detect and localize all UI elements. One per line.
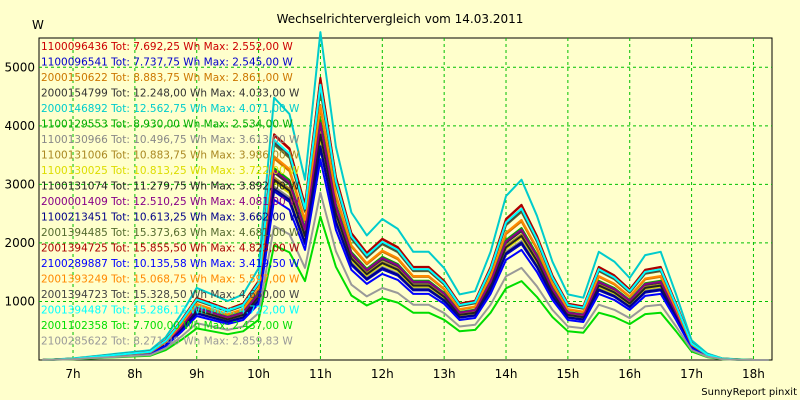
x-tick-label: 7h xyxy=(65,367,80,381)
y-tick-label: 1000 xyxy=(4,294,35,308)
y-tick-label: 2000 xyxy=(4,236,35,250)
chart-footer: SunnyReport pinxit xyxy=(701,387,797,398)
series-line-15 xyxy=(42,104,769,361)
legend-entry: 2001394723 Tot: 15.328,50 Wh Max: 4.660,… xyxy=(41,289,300,301)
legend-entry: 1100213451 Tot: 10.613,25 Wh Max: 3.662,… xyxy=(41,212,300,224)
x-tick-label: 11h xyxy=(309,367,332,381)
legend-entry: 2001393249 Tot: 15.068,75 Wh Max: 5.597,… xyxy=(41,274,300,286)
x-tick-label: 15h xyxy=(556,367,579,381)
series-line-17 xyxy=(42,83,769,361)
y-tick-label: 5000 xyxy=(4,60,35,74)
series-line-18 xyxy=(42,215,769,361)
x-tick-label: 17h xyxy=(680,367,703,381)
legend-entry: 1100131006 Tot: 10.883,75 Wh Max: 3.986,… xyxy=(41,150,300,162)
y-tick-label: 3000 xyxy=(4,177,35,191)
legend-entry: 2000146892 Tot: 12.562,75 Wh Max: 4.071,… xyxy=(41,103,300,115)
x-tick-label: 16h xyxy=(618,367,641,381)
legend-entry: 1100096436 Tot: 7.692,25 Wh Max: 2.552,0… xyxy=(41,41,293,53)
legend-entry: 2001102358 Tot: 7.700,00 Wh Max: 2.437,0… xyxy=(41,320,293,332)
legend-entry: 2100289887 Tot: 10.135,58 Wh Max: 3.419,… xyxy=(41,258,300,270)
series-line-11 xyxy=(42,145,769,361)
axes: 7h 8h 9h 10h 11h 12h 13h 14h 15h 16h 17h 18h 1000 200… xyxy=(4,60,764,381)
y-axis-label: W xyxy=(32,18,44,32)
x-tick-label: 10h xyxy=(247,367,270,381)
legend-entry: 2000154799 Tot: 12.248,00 Wh Max: 4.033,… xyxy=(41,88,300,100)
series-line-19 xyxy=(42,191,769,361)
x-tick-label: 14h xyxy=(495,367,518,381)
series-lines xyxy=(42,31,769,361)
grid xyxy=(38,37,773,361)
x-tick-label: 9h xyxy=(189,367,204,381)
chart-title: Wechselrichtervergleich vom 14.03.2011 xyxy=(277,12,524,26)
legend-entry: 2001394725 Tot: 15.855,50 Wh Max: 4.823,… xyxy=(41,243,300,255)
series-line-4 xyxy=(42,31,769,361)
x-tick-label: 18h xyxy=(742,367,765,381)
legend: 1100096436 Tot: 7.692,25 Wh Max: 2.552,0… xyxy=(41,41,300,348)
x-tick-label: 12h xyxy=(371,367,394,381)
y-tick-label: 4000 xyxy=(4,119,35,133)
x-tick-label: 13h xyxy=(433,367,456,381)
legend-entry: 2000150622 Tot: 8.883,75 Wh Max: 2.861,0… xyxy=(41,72,293,84)
legend-entry: 1100131074 Tot: 11.279,75 Wh Max: 3.892,… xyxy=(41,181,300,193)
legend-entry: 1100129553 Tot: 8.930,00 Wh Max: 2.534,0… xyxy=(41,119,293,131)
legend-entry: 1100096541 Tot: 7.737,75 Wh Max: 2.545,0… xyxy=(41,57,293,69)
legend-entry: 2000001409 Tot: 12.510,25 Wh Max: 4.081,… xyxy=(41,196,300,208)
legend-entry: 2001394485 Tot: 15.373,63 Wh Max: 4.681,… xyxy=(41,227,300,239)
series-line-14 xyxy=(42,158,769,361)
series-line-10 xyxy=(42,121,769,361)
legend-entry: 2100285622 Tot: 8.271,49 Wh Max: 2.859,8… xyxy=(41,336,293,348)
x-tick-label: 8h xyxy=(127,367,142,381)
legend-entry: 1100130025 Tot: 10.813,25 Wh Max: 3.722,… xyxy=(41,165,300,177)
legend-entry: 2001394487 Tot: 15.286,13 Wh Max: 4.722,… xyxy=(41,305,300,317)
legend-entry: 1100130966 Tot: 10.496,75 Wh Max: 3.613,… xyxy=(41,134,300,146)
